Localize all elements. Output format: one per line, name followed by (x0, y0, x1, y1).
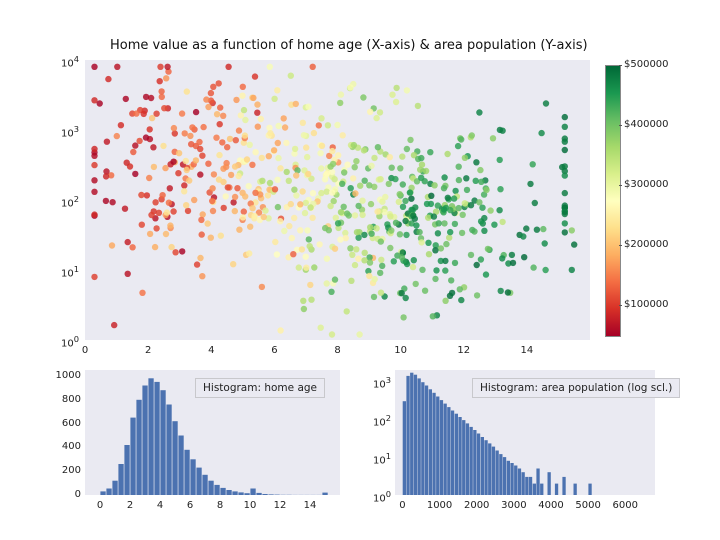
tick-label: 3000 (494, 501, 534, 511)
colorbar (605, 65, 621, 337)
hist-age-legend: Histogram: home age (195, 378, 325, 398)
colorbar-tick-label: $500000 (624, 60, 669, 70)
tick-label: 10 (381, 346, 421, 356)
tick-label: 200 (41, 466, 81, 476)
tick-label: 102 (351, 414, 391, 428)
figure: Home value as a function of home age (X-… (0, 0, 720, 540)
tick-label: 2000 (457, 501, 497, 511)
tick-label: 0 (41, 490, 81, 500)
tick-label: 4 (191, 346, 231, 356)
colorbar-tick-label: $300000 (624, 180, 669, 190)
tick-label: 104 (39, 55, 79, 69)
tick-label: 8 (318, 346, 358, 356)
tick-label: 2 (128, 346, 168, 356)
tick-label: 101 (39, 265, 79, 279)
colorbar-tick-label: $200000 (624, 240, 669, 250)
tick-label: 14 (290, 501, 330, 511)
tick-label: 6 (254, 346, 294, 356)
tick-label: 800 (41, 395, 81, 405)
tick-label: 100 (351, 490, 391, 504)
tick-label: 100 (39, 335, 79, 349)
tick-label: 5000 (568, 501, 608, 511)
tick-label: 6000 (605, 501, 645, 511)
hist-pop-legend: Histogram: area population (log scl.) (472, 378, 680, 398)
colorbar-tick-label: $400000 (624, 120, 669, 130)
tick-label: 103 (39, 125, 79, 139)
colorbar-tick-label: $100000 (624, 300, 669, 310)
tick-label: 4000 (531, 501, 571, 511)
tick-label: 600 (41, 419, 81, 429)
tick-label: 14 (507, 346, 547, 356)
tick-label: 103 (351, 376, 391, 390)
tick-label: 102 (39, 195, 79, 209)
scatter-plot (85, 60, 590, 340)
tick-label: 1000 (420, 501, 460, 511)
tick-label: 400 (41, 442, 81, 452)
tick-label: 101 (351, 452, 391, 466)
scatter-title: Home value as a function of home age (X-… (110, 38, 588, 53)
tick-label: 1000 (41, 371, 81, 381)
tick-label: 12 (444, 346, 484, 356)
